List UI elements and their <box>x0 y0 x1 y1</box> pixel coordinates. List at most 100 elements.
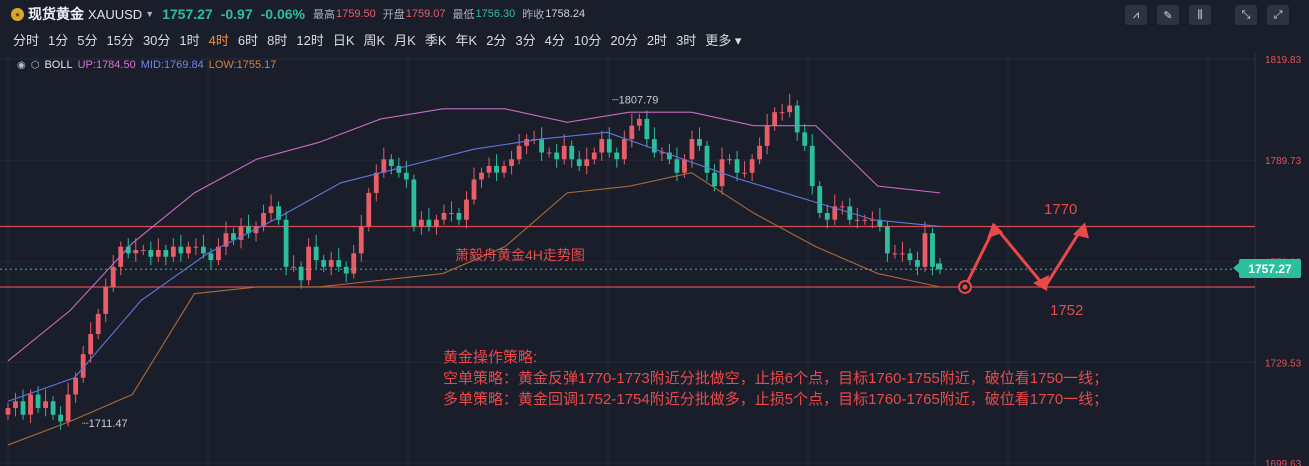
period-20[interactable]: 2时 <box>646 33 668 48</box>
candle-body-6 <box>50 401 56 415</box>
y-tick-label-3: 1729.53 <box>1265 359 1302 370</box>
expand-icon[interactable]: ⤢ <box>1267 5 1289 25</box>
eye-icon[interactable]: ◉ <box>17 59 26 71</box>
period-8[interactable]: 8时 <box>267 33 288 48</box>
forecast-path <box>963 223 1085 290</box>
instrument-symbol[interactable]: XAUUSD <box>88 6 143 22</box>
period-1[interactable]: 1分 <box>48 33 69 48</box>
candle-body-39 <box>298 266 304 281</box>
strategy-block: 黄金操作策略: 空单策略：黄金反弹1770-1773附近分批做空，止损6个点，目… <box>443 347 1108 410</box>
period-11[interactable]: 周K <box>363 33 386 48</box>
candle-body-10 <box>80 354 86 378</box>
candle-body-16 <box>125 246 131 254</box>
boll-mid-band <box>7 131 941 402</box>
candle-body-93 <box>704 145 710 173</box>
settings-icon[interactable]: ⬡ <box>30 59 40 71</box>
candle-body-63 <box>479 172 484 180</box>
period-21[interactable]: 3时 <box>676 33 697 48</box>
candle-body-65 <box>494 165 499 173</box>
draw-pen-icon[interactable]: ✎ <box>1157 5 1179 25</box>
period-19[interactable]: 20分 <box>610 33 638 48</box>
candle-body-118 <box>892 253 898 255</box>
period-18[interactable]: 10分 <box>573 33 602 48</box>
forecast-arrow-up-2 <box>1073 222 1089 239</box>
period-13[interactable]: 季K <box>424 33 447 48</box>
price-change-pct: -0.06% <box>260 6 305 22</box>
candle-body-62 <box>471 179 477 200</box>
indicator-name[interactable]: BOLL <box>44 59 73 71</box>
low-label: 最低 <box>452 9 475 21</box>
candle-body-3 <box>28 394 33 415</box>
period-6[interactable]: 4时 <box>208 33 229 48</box>
boll-legend: ◉ ⬡ BOLL UP:1784.50 MID:1769.84 LOW:1755… <box>17 59 276 71</box>
candle-body-33 <box>253 226 259 234</box>
candle-body-75 <box>569 145 575 160</box>
candle-body-48 <box>366 192 372 227</box>
candle-body-104 <box>787 105 793 113</box>
candle-type-icon[interactable]: ⫼ <box>1189 5 1211 25</box>
candle-body-38 <box>291 266 297 268</box>
collapse-icon[interactable]: ⤡ <box>1235 5 1257 25</box>
instrument-name[interactable]: 现货黄金 <box>28 6 84 22</box>
period-7[interactable]: 6时 <box>237 33 259 48</box>
high-label: 最高 <box>313 9 335 21</box>
candle-body-1 <box>13 401 18 408</box>
candle-body-97 <box>734 159 740 173</box>
period-3[interactable]: 15分 <box>106 33 134 48</box>
y-tick-label-0: 1819.83 <box>1265 55 1302 66</box>
symbol-dropdown-icon[interactable]: ▼ <box>145 9 155 19</box>
boll-lower-band <box>7 172 941 446</box>
candle-body-61 <box>464 199 469 220</box>
candle-body-7 <box>58 414 64 422</box>
candle-body-56 <box>426 219 432 227</box>
candle-body-59 <box>449 213 454 215</box>
boll-low-value: LOW:1755.17 <box>208 59 277 71</box>
candle-body-36 <box>276 206 281 220</box>
candle-body-89 <box>674 159 680 173</box>
gold-coin-icon: ● <box>11 7 24 21</box>
candle-body-106 <box>802 132 808 146</box>
candle-body-81 <box>614 152 620 160</box>
candle-body-45 <box>343 266 349 274</box>
period-5[interactable]: 1时 <box>179 33 200 48</box>
y-tick-label-4: 1699.63 <box>1265 459 1302 466</box>
period-9[interactable]: 12时 <box>296 33 324 48</box>
candle-body-53 <box>403 172 409 180</box>
candle-body-110 <box>832 206 838 220</box>
candle-body-108 <box>817 186 823 214</box>
period-10[interactable]: 日K <box>332 33 355 48</box>
period-2[interactable]: 5分 <box>77 33 98 48</box>
candle-body-4 <box>35 394 41 408</box>
period-15[interactable]: 2分 <box>486 33 507 48</box>
period-4[interactable]: 30分 <box>142 33 171 48</box>
period-bar: 分时 1分 5分 15分 30分 1时 4时 6时 8时 12时 日K 周K 月K 季K 年K 2分 3分 4分 1… <box>13 30 741 49</box>
candle-body-90 <box>682 159 687 173</box>
candle-body-27 <box>208 253 214 261</box>
candle-body-87 <box>659 152 665 154</box>
candle-body-13 <box>103 286 109 314</box>
period-12[interactable]: 月K <box>394 33 416 48</box>
candle-body-2 <box>20 401 26 415</box>
candle-body-120 <box>907 253 913 261</box>
strategy-short: 空单策略：黄金反弹1770-1773附近分批做空，止损6个点，目标1760-17… <box>443 370 1109 387</box>
candle-body-84 <box>636 118 642 126</box>
candle-body-101 <box>764 125 770 146</box>
candle-body-105 <box>794 105 800 133</box>
price-chart[interactable]: 1819.831789.731759.631729.531699.63┈1807… <box>0 52 1309 466</box>
period-0[interactable]: 分时 <box>13 33 40 48</box>
last-price-tag: 1757.27 <box>1233 259 1301 278</box>
candle-body-31 <box>238 226 244 240</box>
period-22[interactable]: 更多 ▾ <box>705 33 742 48</box>
candle-body-113 <box>854 219 860 221</box>
boll-up-value: UP:1784.50 <box>77 59 136 71</box>
max-price-label: ┈1807.79 <box>612 94 658 106</box>
indicator-icon[interactable]: ⩘ <box>1125 5 1147 25</box>
candle-body-37 <box>283 219 289 267</box>
candle-body-14 <box>110 266 116 287</box>
candle-body-69 <box>524 139 530 146</box>
period-16[interactable]: 3分 <box>515 33 536 48</box>
candle-body-19 <box>148 250 154 257</box>
strategy-title: 黄金操作策略: <box>443 349 538 366</box>
period-14[interactable]: 年K <box>455 33 478 48</box>
period-17[interactable]: 4分 <box>544 33 565 48</box>
